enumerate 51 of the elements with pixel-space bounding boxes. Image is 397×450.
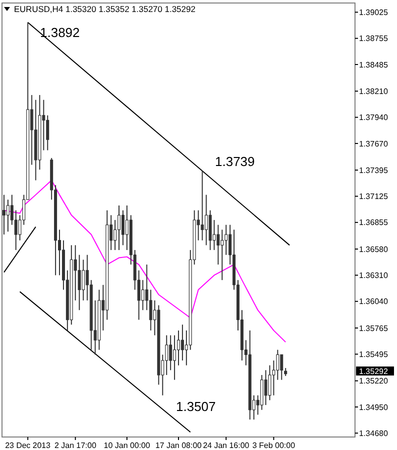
y-tick-label: 1.37125 — [359, 192, 388, 202]
candlestick — [6, 199, 10, 232]
y-tick-label: 1.38210 — [359, 86, 388, 96]
x-tick-label: 23 Dec 2013 — [5, 441, 52, 450]
candlestick — [177, 330, 180, 366]
candlestick — [276, 349, 280, 380]
y-tick-label: 1.35220 — [359, 376, 388, 386]
y-tick-label: 1.37395 — [359, 166, 388, 175]
y-tick-label: 1.39025 — [359, 8, 388, 18]
y-tick-label: 1.35495 — [359, 350, 388, 359]
candlestick — [200, 170, 204, 241]
y-tick-label: 1.38485 — [359, 60, 388, 70]
chart-title: EURUSD,H4 1.35320 1.35352 1.35270 1.35292 — [14, 4, 196, 14]
candlestick — [268, 364, 272, 401]
y-tick-label: 1.34680 — [359, 428, 388, 438]
candlestick — [220, 229, 224, 281]
candlestick — [125, 204, 128, 251]
x-tick-label: 24 Jan 16:00 — [202, 441, 250, 450]
y-tick-label: 1.36580 — [359, 244, 388, 254]
annotation: 1.3507 — [176, 399, 216, 414]
text: 1.35292 — [359, 366, 388, 376]
candlestick — [46, 114, 50, 151]
candlestick — [141, 280, 144, 311]
y-tick-label: 1.36310 — [359, 271, 388, 280]
y-tick-label: 1.37940 — [359, 113, 388, 122]
candlestick — [165, 334, 168, 376]
y-tick-label: 1.35765 — [359, 324, 388, 333]
line-series — [3, 180, 286, 343]
candlestick — [118, 204, 121, 251]
candlestick — [173, 334, 176, 380]
candlestick — [169, 334, 172, 371]
annotation: 1.3739 — [215, 154, 255, 169]
x-tick-label: 2 Jan 17:00 — [54, 441, 97, 450]
candlestick — [280, 354, 284, 380]
y-tick-label: 1.38755 — [359, 34, 388, 44]
x-tick-label: 10 Jan 00:00 — [104, 441, 151, 450]
annotation: 1.3892 — [40, 25, 80, 40]
x-tick-label: 17 Jan 08:00 — [155, 441, 202, 450]
candlestick — [82, 259, 85, 301]
candlestick — [216, 224, 220, 266]
candlestick — [2, 194, 6, 236]
candlestick — [264, 370, 268, 406]
x-tick-label: 3 Feb 00:00 — [252, 441, 296, 450]
y-tick-label: 1.34950 — [359, 402, 388, 412]
candlestick — [224, 224, 228, 256]
candlestick — [78, 254, 81, 311]
y-tick-label: 1.36855 — [359, 218, 388, 228]
y-tick-label: 1.37670 — [359, 139, 388, 148]
candlestick — [121, 210, 124, 246]
candlestick — [180, 324, 184, 361]
y-tick-label: 1.36040 — [359, 297, 388, 306]
